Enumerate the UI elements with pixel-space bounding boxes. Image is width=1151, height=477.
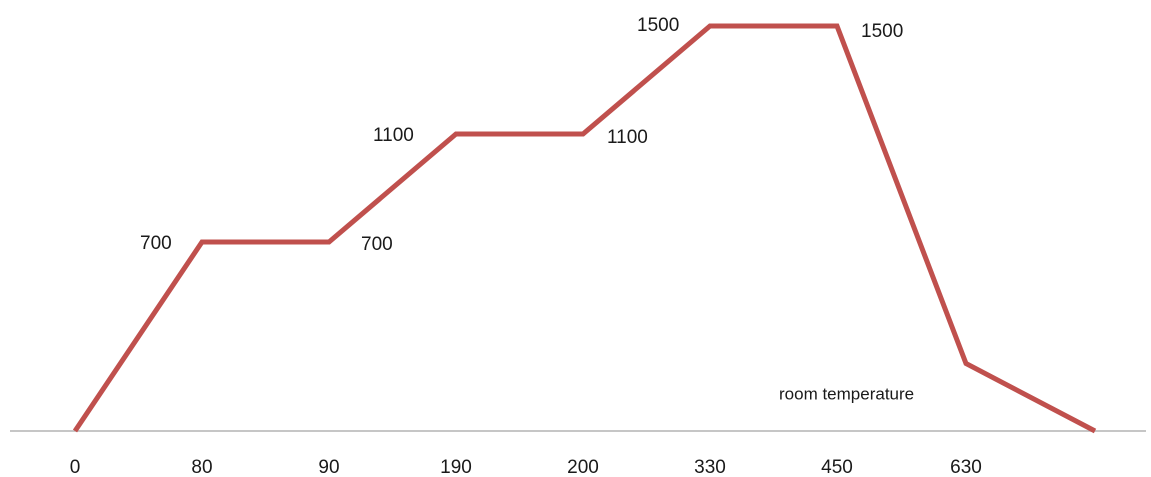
x-tick-label: 200 (567, 457, 599, 477)
data-label: 1500 (637, 15, 679, 36)
x-tick-labels: 0 80 90 190 200 330 450 630 (70, 457, 982, 477)
x-tick-label: 90 (318, 457, 339, 477)
x-tick-label: 0 (70, 457, 81, 477)
x-tick-label: 330 (694, 457, 726, 477)
data-labels: 700 700 1100 1100 1500 1500 (140, 15, 903, 255)
data-label: 1100 (607, 127, 648, 148)
data-label: 1500 (861, 21, 903, 42)
series-line (72, 23, 1097, 434)
data-label: 700 (140, 233, 172, 254)
annotation-label: room temperature (779, 385, 914, 404)
x-tick-label: 80 (191, 457, 212, 477)
data-label: 1100 (373, 125, 414, 146)
annotations: room temperature (779, 385, 914, 404)
data-label: 700 (361, 234, 393, 255)
x-tick-label: 190 (440, 457, 472, 477)
x-tick-label: 630 (950, 457, 982, 477)
x-tick-label: 450 (821, 457, 853, 477)
